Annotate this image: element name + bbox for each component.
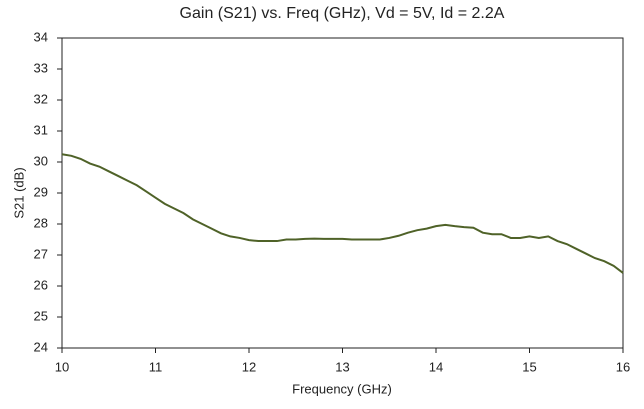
y-tick-label: 25 — [34, 308, 48, 323]
x-tick-label: 15 — [522, 359, 536, 374]
x-tick-label: 14 — [429, 359, 443, 374]
y-tick-label: 34 — [34, 29, 48, 44]
y-tick-label: 26 — [34, 277, 48, 292]
y-axis-label: S21 (dB) — [11, 167, 26, 218]
x-tick-label: 10 — [55, 359, 69, 374]
y-tick-label: 32 — [34, 91, 48, 106]
x-tick-label: 11 — [149, 359, 163, 374]
x-tick-label: 16 — [616, 359, 630, 374]
y-tick-label: 31 — [34, 122, 48, 137]
y-tick-label: 33 — [34, 60, 48, 75]
data-line — [61, 153, 624, 274]
y-tick-label: 28 — [34, 215, 48, 230]
y-tick-label: 29 — [34, 184, 48, 199]
y-tick-label: 24 — [34, 339, 48, 354]
y-tick-label: 27 — [34, 246, 48, 261]
y-tick-label: 30 — [34, 153, 48, 168]
chart-title: Gain (S21) vs. Freq (GHz), Vd = 5V, Id =… — [180, 5, 505, 22]
x-axis-label: Frequency (GHz) — [292, 381, 392, 396]
x-tick-label: 13 — [335, 359, 349, 374]
x-tick-label: 12 — [242, 359, 256, 374]
plot-frame — [61, 37, 624, 349]
